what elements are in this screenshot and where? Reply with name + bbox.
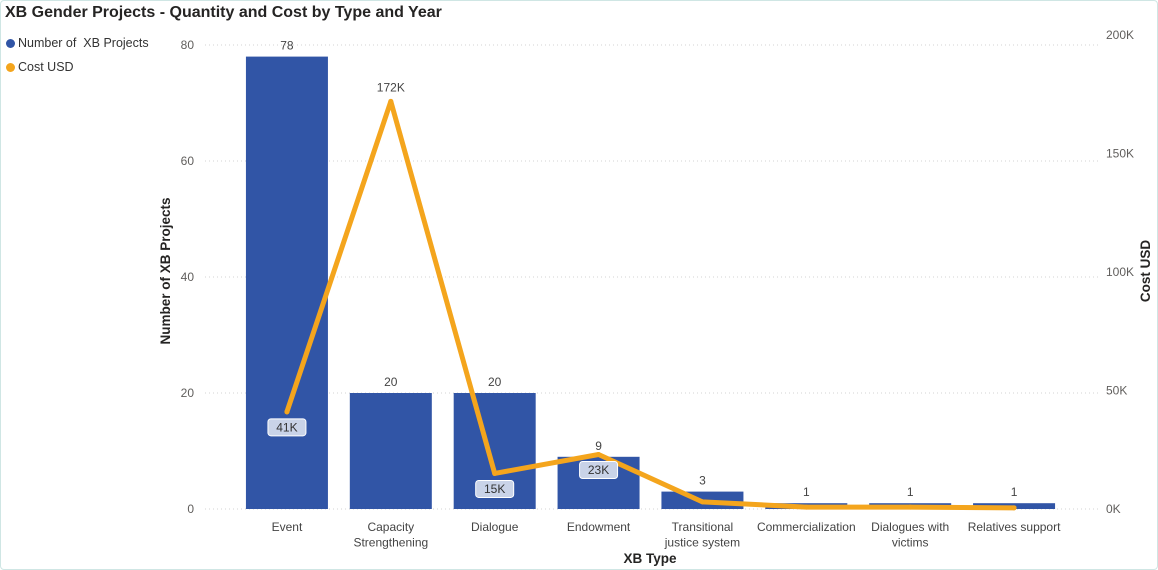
bar-data-label: 1 (803, 485, 810, 499)
cost-data-label: 23K (588, 463, 609, 477)
y-tick-label: 80 (181, 38, 195, 52)
cost-point-5 (803, 504, 809, 510)
bar-1 (349, 393, 432, 509)
y2-tick-label: 200K (1106, 28, 1134, 42)
bar-data-label: 20 (488, 375, 502, 389)
y-tick-label: 60 (181, 154, 195, 168)
bar-data-label: 9 (595, 439, 602, 453)
x-tick-label: Commercialization (757, 520, 856, 534)
y-tick-label: 20 (181, 386, 195, 400)
y2-tick-label: 50K (1106, 384, 1127, 398)
cost-data-label: 15K (484, 482, 505, 496)
x-tick-label: Endowment (567, 520, 631, 534)
cost-point-6 (907, 504, 913, 510)
y2-tick-label: 100K (1106, 265, 1134, 279)
cost-point-0 (284, 409, 290, 415)
x-tick-label: Event (272, 520, 303, 534)
cost-data-label-box (579, 460, 619, 479)
legend-dot-projects (6, 38, 15, 48)
x-tick-label: Dialogues with victims (871, 520, 949, 550)
cost-data-label-box (267, 418, 307, 437)
bar-data-label: 78 (280, 39, 294, 53)
cost-point-1 (388, 98, 394, 104)
bar-data-label: 3 (699, 474, 706, 488)
bar-0 (245, 56, 328, 509)
y2-tick-label: 0K (1106, 502, 1121, 516)
cost-line (284, 98, 1017, 511)
legend-item-cost[interactable]: Cost USD (6, 55, 149, 79)
x-tick-label: Transitional justice system (664, 520, 740, 550)
cost-data-label: 172K (377, 80, 405, 94)
y-axis-title: Number of XB Projects (158, 197, 173, 344)
bar-data-label: 20 (384, 375, 398, 389)
legend-dot-cost (6, 62, 15, 72)
cost-point-3 (596, 451, 602, 457)
cost-data-label: 41K (276, 420, 297, 434)
chart-title: XB Gender Projects - Quantity and Cost b… (5, 4, 442, 21)
bar-data-label: 1 (907, 485, 914, 499)
legend: Number of XB Projects Cost USD (6, 31, 149, 79)
cost-point-4 (699, 499, 705, 505)
x-tick-label: Relatives support (968, 520, 1061, 534)
x-tick-label: Capacity Strengthening (353, 520, 428, 550)
x-axis-title: XB Type (623, 551, 677, 566)
y2-tick-label: 150K (1106, 147, 1134, 161)
cost-data-label-box (475, 479, 515, 498)
bar-data-label: 1 (1011, 485, 1018, 499)
y-tick-label: 0 (187, 502, 194, 516)
legend-label-cost: Cost USD (18, 60, 74, 74)
legend-item-projects[interactable]: Number of XB Projects (6, 31, 149, 55)
y2-axis-title: Cost USD (1138, 240, 1153, 303)
cost-point-7 (1011, 505, 1017, 511)
cost-point-2 (492, 470, 498, 476)
x-tick-label: Dialogue (471, 520, 519, 534)
legend-label-projects: Number of XB Projects (18, 36, 149, 50)
y-tick-label: 40 (181, 270, 195, 284)
